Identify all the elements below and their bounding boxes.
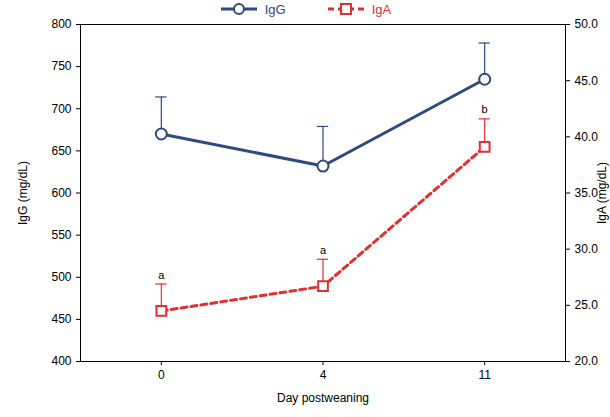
svg-text:45.0: 45.0 [575,74,599,88]
svg-text:650: 650 [51,144,71,158]
svg-text:30.0: 30.0 [575,242,599,256]
svg-text:a: a [320,244,327,256]
svg-text:25.0: 25.0 [575,298,599,312]
html-text:IgA: IgA [371,1,392,17]
svg-text:IgG (mg/dL): IgG (mg/dL) [16,161,30,225]
svg-text:450: 450 [51,312,71,326]
svg-text:11: 11 [478,368,491,382]
svg-text:800: 800 [51,18,71,31]
svg-text:a: a [158,269,165,281]
svg-text:0: 0 [158,368,165,382]
svg-text:400: 400 [51,354,71,368]
svg-text:35.0: 35.0 [574,185,598,200]
svg-text:700: 700 [51,102,71,116]
svg-text:IgA (mg/dL): IgA (mg/dL) [595,162,609,224]
html-text:IgG: IgG [264,1,286,17]
svg-text:50.0: 50.0 [575,18,599,31]
svg-text:20.0: 20.0 [575,354,599,368]
svg-text:4: 4 [320,368,327,382]
svg-text:b: b [482,103,488,115]
svg-text:Day postweaning: Day postweaning [277,391,369,405]
svg-text:600: 600 [51,186,71,200]
svg-text:40.0: 40.0 [575,130,599,144]
svg-text:750: 750 [51,59,71,73]
svg-text:500: 500 [51,270,71,284]
svg-text:550: 550 [51,228,71,242]
